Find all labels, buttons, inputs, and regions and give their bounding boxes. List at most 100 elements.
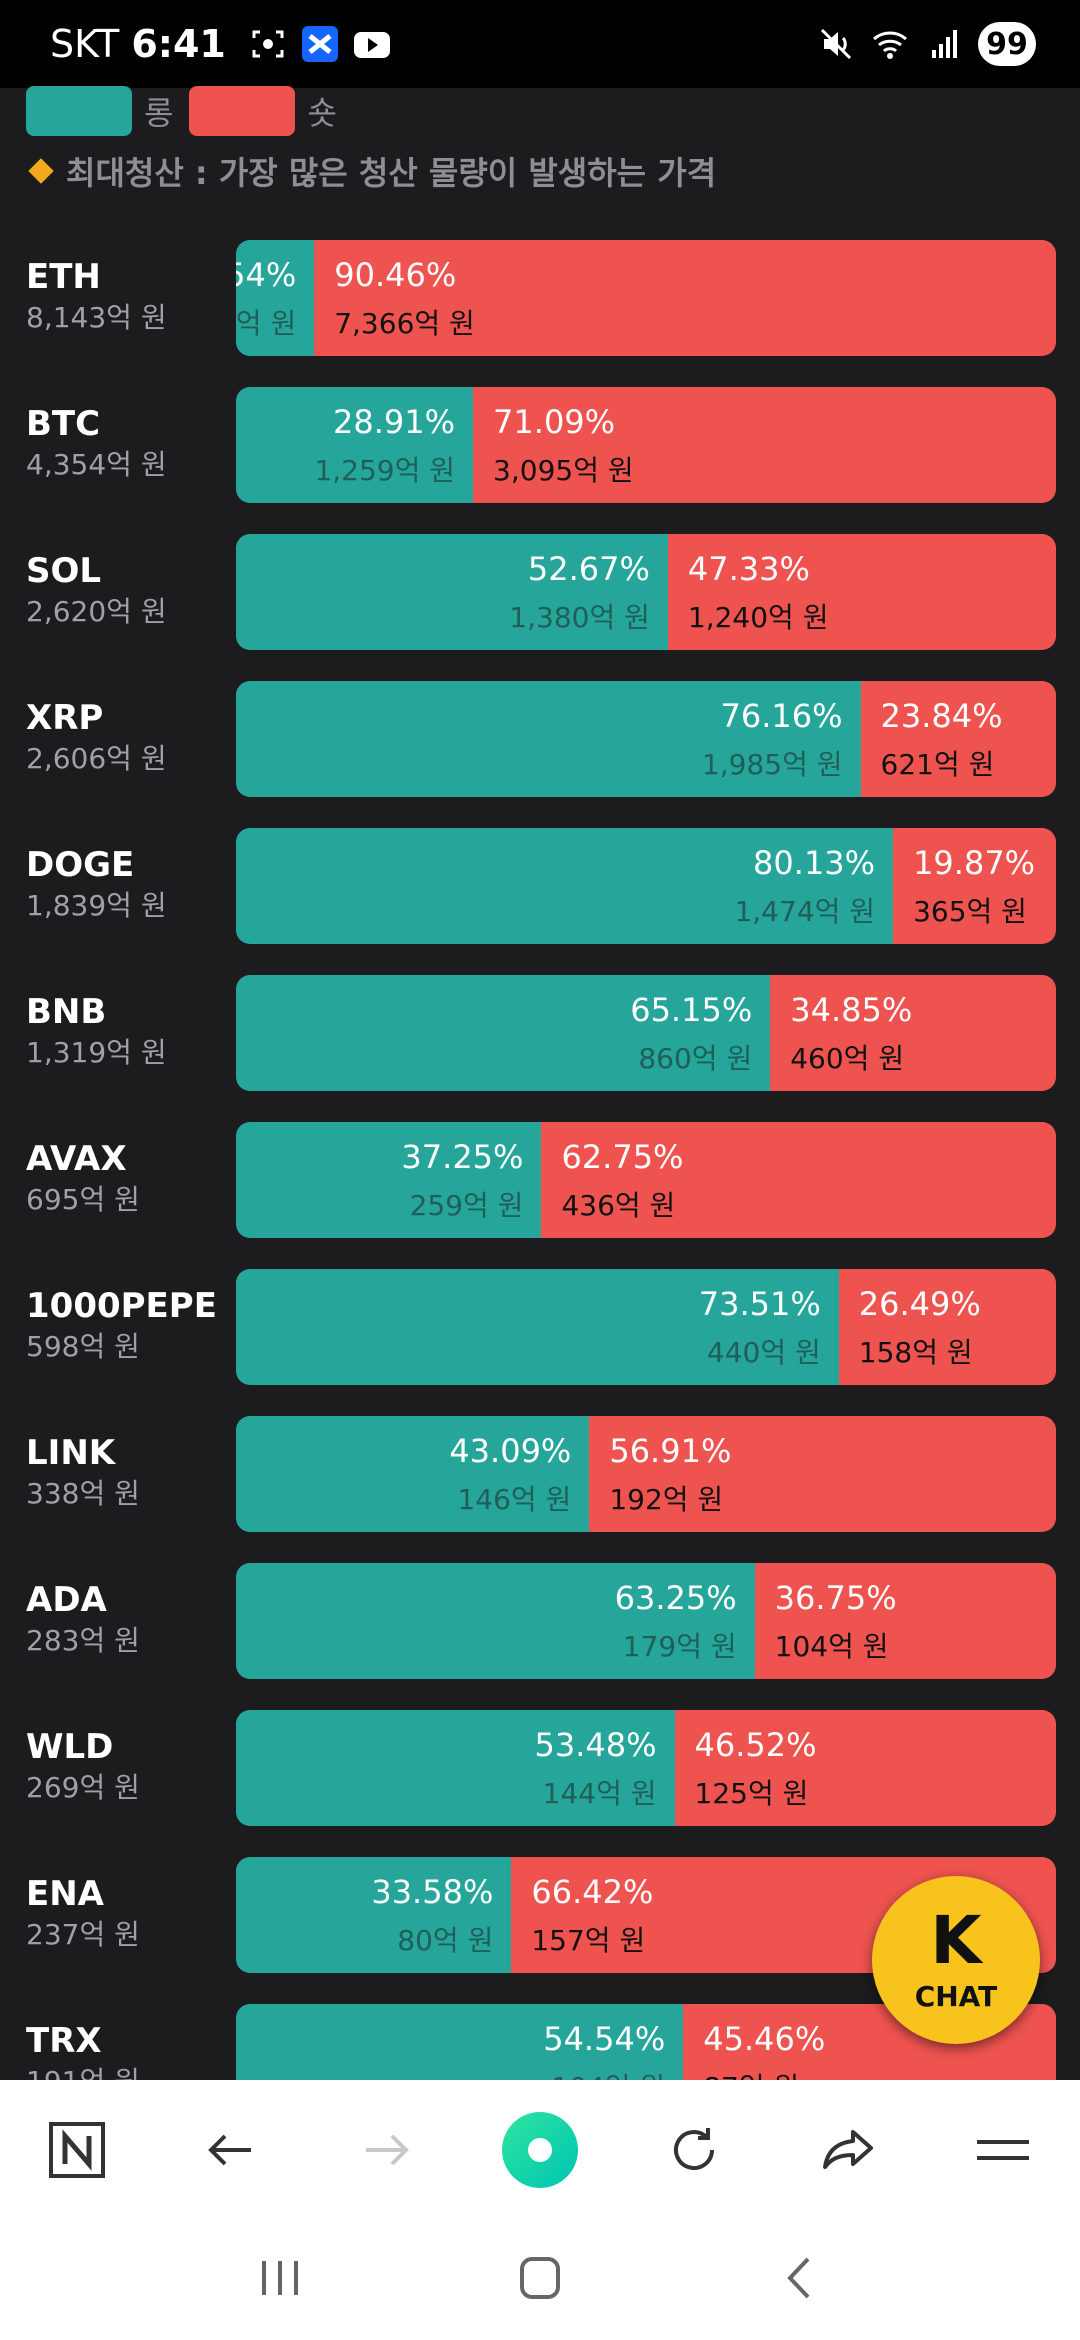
short-percent-label: 90.46%: [334, 256, 457, 294]
ratio-bar: 65.15% 860억 원 34.85% 460억 원: [236, 975, 1056, 1091]
coin-total-amount: 338억 원: [26, 1477, 140, 1510]
chart-row-avax: AVAX 695억 원 37.25% 259억 원 62.75% 436억 원: [0, 1122, 1080, 1238]
short-percent-label: 26.49%: [858, 1285, 981, 1323]
short-percent-label: 19.87%: [913, 844, 1036, 882]
short-percent-label: 71.09%: [493, 403, 616, 441]
long-amount-label: 1,474억 원: [734, 895, 876, 928]
chat-label: CHAT: [914, 1979, 998, 2013]
notion-button[interactable]: [37, 2110, 117, 2190]
menu-button[interactable]: [963, 2110, 1043, 2190]
long-bar-segment: 63.25% 179억 원: [236, 1563, 755, 1679]
long-amount-label: 1,259억 원: [314, 454, 456, 487]
long-bar-segment: 33.58% 80억 원: [236, 1857, 512, 1973]
long-bar-segment: 65.15% 860억 원: [236, 975, 771, 1091]
short-percent-label: 46.52%: [694, 1726, 817, 1764]
chart-row-wld: WLD 269억 원 53.48% 144억 원 46.52% 125억 원: [0, 1710, 1080, 1826]
long-amount-label: 179억 원: [622, 1630, 737, 1663]
status-bar: SKT 6:41 99: [0, 0, 1080, 88]
long-percent-label: 53.48%: [534, 1726, 657, 1764]
short-amount-label: 460억 원: [790, 1042, 905, 1075]
coin-label: SOL 2,620억 원: [26, 550, 167, 632]
ratio-bar: 28.91% 1,259억 원 71.09% 3,095억 원: [236, 387, 1056, 503]
home-nav-button[interactable]: [510, 2253, 570, 2307]
battery-indicator: 99: [978, 22, 1036, 66]
short-bar-segment: 26.49% 158억 원: [838, 1269, 1056, 1385]
coin-total-amount: 269억 원: [26, 1771, 140, 1804]
short-amount-label: 365억 원: [913, 895, 1027, 928]
forward-button[interactable]: [346, 2110, 426, 2190]
coin-total-amount: 1,319억 원: [26, 1036, 167, 1069]
coin-total-amount: 191억 원: [26, 2062, 140, 2080]
system-navigation: [0, 2220, 1080, 2340]
home-button[interactable]: [500, 2110, 580, 2190]
long-amount-label: 144억 원: [542, 1777, 657, 1810]
chart-row-1000pepe: 1000PEPE 598억 원 73.51% 440억 원 26.49% 158억 원: [0, 1269, 1080, 1385]
home-square-icon: [520, 2257, 560, 2299]
short-percent-label: 62.75%: [561, 1138, 684, 1176]
notion-icon: [49, 2122, 106, 2178]
short-percent-label: 36.75%: [774, 1579, 897, 1617]
coin-name: TRX: [26, 2021, 102, 2061]
legend-short-label: 숏: [307, 94, 337, 132]
long-amount-label: 146억 원: [457, 1483, 572, 1516]
back-button[interactable]: [191, 2110, 271, 2190]
short-amount-label: 157억 원: [531, 1924, 646, 1957]
short-amount-label: 125억 원: [694, 1777, 809, 1810]
short-bar-segment: 19.87% 365억 원: [893, 828, 1056, 944]
kakao-chat-button[interactable]: K CHAT: [872, 1876, 1040, 2044]
coin-total-amount: 283억 원: [26, 1624, 140, 1657]
coin-total-amount: 4,354억 원: [26, 448, 167, 481]
chart-row-doge: DOGE 1,839억 원 80.13% 1,474억 원 19.87% 365억 원: [0, 828, 1080, 944]
chart-row-eth: ETH 8,143억 원 9.54% 776억 원 90.46% 7,366억 원: [0, 240, 1080, 356]
ratio-bar: 9.54% 776억 원 90.46% 7,366억 원: [236, 240, 1056, 356]
long-bar-segment: 52.67% 1,380억 원: [236, 534, 668, 650]
share-button[interactable]: [809, 2110, 889, 2190]
coin-label: ADA 283억 원: [26, 1579, 140, 1661]
long-bar-segment: 43.09% 146억 원: [236, 1416, 590, 1532]
coin-name: ENA: [26, 1874, 104, 1914]
short-amount-label: 436억 원: [561, 1189, 676, 1222]
long-percent-label: 43.09%: [449, 1432, 572, 1470]
youtube-icon: [353, 32, 390, 58]
long-amount-label: 1,985억 원: [701, 748, 843, 781]
short-amount-label: 104억 원: [774, 1630, 889, 1663]
short-percent-label: 56.91%: [609, 1432, 732, 1470]
liquidation-chart: ETH 8,143억 원 9.54% 776억 원 90.46% 7,366억 원 BTC 4…: [0, 240, 1080, 2080]
screenshot-icon: [252, 30, 284, 58]
coin-total-amount: 8,143억 원: [26, 301, 167, 334]
reload-button[interactable]: [654, 2110, 734, 2190]
coin-name: DOGE: [26, 845, 135, 885]
coin-total-amount: 237억 원: [26, 1918, 140, 1951]
note-text: 최대청산 : 가장 많은 청산 물량이 발생하는 가격: [66, 154, 717, 192]
long-percent-label: 63.25%: [614, 1579, 737, 1617]
short-bar-segment: 45.46% 87억 원: [683, 2004, 1056, 2080]
long-bar-segment: 54.54% 104억 원: [236, 2004, 684, 2080]
coin-name: ADA: [26, 1580, 107, 1620]
short-percent-label: 66.42%: [531, 1873, 654, 1911]
ratio-bar: 37.25% 259억 원 62.75% 436억 원: [236, 1122, 1056, 1238]
coin-label: ETH 8,143억 원: [26, 256, 167, 338]
long-amount-label: 440억 원: [706, 1336, 821, 1369]
coin-name: XRP: [26, 698, 104, 738]
short-bar-segment: 36.75% 104억 원: [754, 1563, 1056, 1679]
chart-row-trx: TRX191억 원 54.54% 104억 원 45.46% 87억 원: [0, 2004, 1080, 2080]
short-amount-label: 87억 원: [703, 2066, 799, 2080]
back-nav-button[interactable]: [770, 2253, 830, 2307]
short-bar-segment: 23.84% 621억 원: [860, 681, 1056, 797]
short-bar-segment: 46.52% 125억 원: [674, 1710, 1056, 1826]
long-percent-label: 80.13%: [753, 844, 876, 882]
menu-icon: [976, 2140, 1029, 2160]
long-percent-label: 73.51%: [698, 1285, 821, 1323]
coin-total-amount: 2,606억 원: [26, 742, 167, 775]
recent-apps-button[interactable]: [250, 2253, 310, 2307]
short-percent-label: 45.46%: [703, 2020, 826, 2058]
diamond-icon: [28, 158, 54, 184]
wifi-icon: [873, 31, 907, 59]
short-amount-label: 621억 원: [880, 748, 995, 781]
long-amount-label: 104억 원: [551, 2066, 665, 2080]
coin-label: TRX191억 원: [26, 2020, 140, 2080]
ratio-bar: 43.09% 146억 원 56.91% 192억 원: [236, 1416, 1056, 1532]
kakao-k-icon: K: [930, 1901, 982, 1979]
short-bar-segment: 71.09% 3,095억 원: [473, 387, 1056, 503]
back-chevron-icon: [787, 2257, 810, 2299]
